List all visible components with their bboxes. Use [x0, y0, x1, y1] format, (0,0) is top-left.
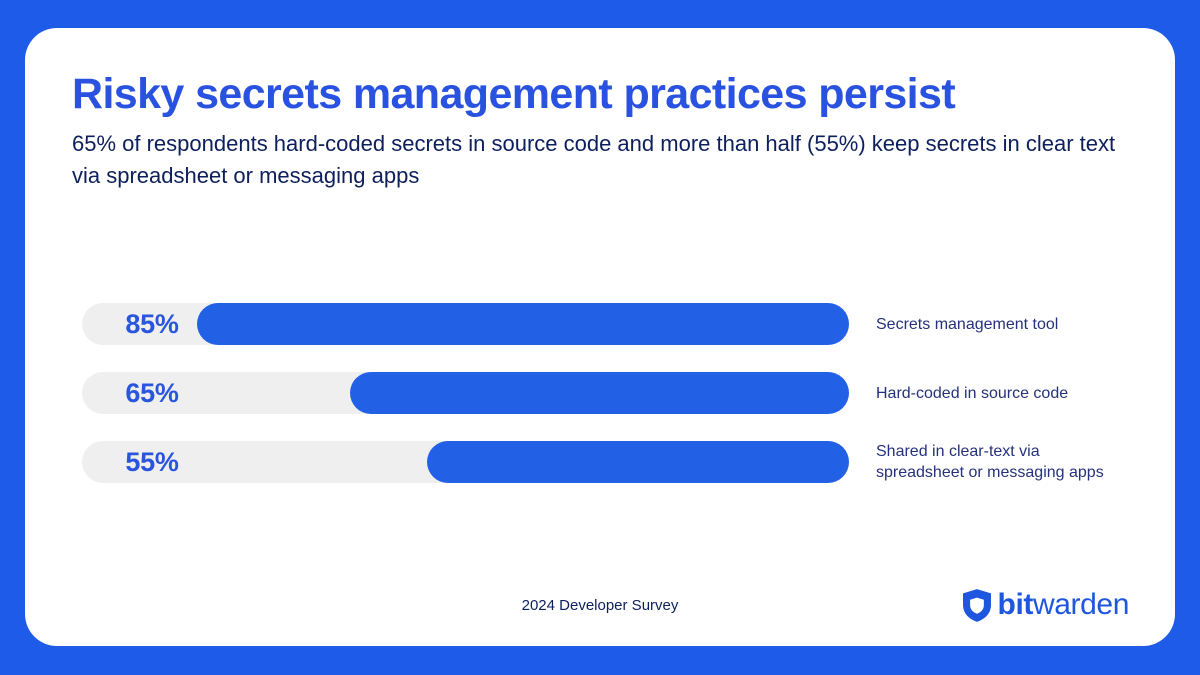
bar-row: 85% Secrets management tool: [82, 303, 1104, 345]
bar-row: 65% Hard-coded in source code: [82, 372, 1104, 414]
bar-category-label: Shared in clear-text via spreadsheet or …: [876, 443, 1104, 481]
bar-value-label: 85%: [125, 309, 179, 339]
bar-value-label: 55%: [125, 447, 179, 477]
bar-chart: 85% Secrets management tool 65% Hard-cod…: [82, 303, 1104, 483]
page-subtitle: 65% of respondents hard-coded secrets in…: [72, 131, 1116, 188]
bar-fill: [427, 441, 849, 483]
bar-track: 85%: [82, 303, 849, 345]
bar-track: 65%: [82, 372, 849, 414]
page-title: Risky secrets management practices persi…: [72, 70, 956, 118]
bar-row: 55% Shared in clear-text via spreadsheet…: [82, 441, 1104, 483]
infographic-card: Risky secrets management practices persi…: [25, 28, 1175, 646]
bar-track: 55%: [82, 441, 849, 483]
brand-wordmark: bitwarden: [997, 588, 1130, 622]
bar-category-label: Secrets management tool: [876, 315, 1059, 333]
bar-fill: [197, 303, 849, 345]
bar-fill: [350, 372, 849, 414]
shield-icon: [962, 588, 991, 622]
brand-name-bit: bit: [997, 588, 1034, 621]
bar-value-label: 65%: [125, 378, 179, 408]
bitwarden-logo: bitwarden: [962, 582, 1130, 628]
brand-name-warden: warden: [1033, 588, 1129, 621]
bar-category-label: Hard-coded in source code: [876, 384, 1069, 402]
survey-caption: 2024 Developer Survey: [521, 597, 679, 614]
